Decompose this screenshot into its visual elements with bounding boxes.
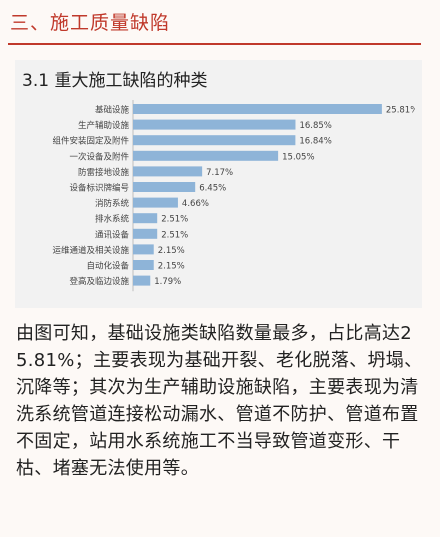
data-label: 2.15% (158, 262, 185, 272)
category-label: 排水系统 (95, 214, 130, 225)
bar (133, 197, 178, 208)
data-label: 6.45% (199, 184, 226, 194)
bar (133, 260, 154, 270)
category-label: 组件安装固定及附件 (52, 136, 129, 147)
category-label: 防雷接地设施 (78, 167, 130, 178)
body-paragraph: 由图可知，基础设施类缺陷数量最多，占比高达25.81%；主要表现为基础开裂、老化… (16, 323, 423, 479)
bar (133, 119, 296, 130)
bar (133, 135, 296, 146)
bar (133, 228, 158, 239)
category-label: 基础设施 (95, 105, 130, 116)
category-label: 设备标识牌编号 (69, 183, 129, 194)
defect-bar-chart: 基础设施 25.81% 生产辅助设施 16.85% 组件安装固定及附件 16.84% 一次设… (52, 100, 415, 292)
category-label: 消防系统 (95, 198, 130, 209)
bar (133, 166, 203, 177)
data-label: 25.81% (386, 106, 415, 116)
data-label: 2.51% (161, 230, 188, 240)
data-label: 15.05% (282, 152, 314, 162)
category-label: 自动化设备 (86, 261, 129, 272)
bar (133, 182, 196, 192)
data-label: 7.17% (206, 168, 233, 178)
section-title: 三、施工质量缺陷 (10, 12, 171, 34)
category-label: 通讯设备 (95, 229, 130, 240)
data-label: 16.84% (299, 137, 331, 147)
chart-panel (15, 60, 422, 308)
category-label: 一次设备及附件 (69, 151, 129, 162)
subsection-title: 3.1 重大施工缺陷的种类 (22, 71, 208, 91)
category-label: 运维通道及相关设施 (52, 245, 129, 256)
category-label: 登高及临边设施 (69, 276, 129, 287)
bar (133, 150, 279, 161)
data-label: 2.15% (158, 246, 185, 256)
bar (133, 213, 158, 224)
bar (133, 244, 154, 255)
bar (133, 275, 151, 286)
data-label: 1.79% (154, 277, 181, 287)
data-label: 2.51% (161, 215, 188, 225)
data-label: 16.85% (299, 121, 331, 131)
data-label: 4.66% (182, 199, 209, 209)
category-label: 生产辅助设施 (78, 120, 130, 131)
bar (133, 104, 382, 114)
title-divider (8, 43, 421, 45)
